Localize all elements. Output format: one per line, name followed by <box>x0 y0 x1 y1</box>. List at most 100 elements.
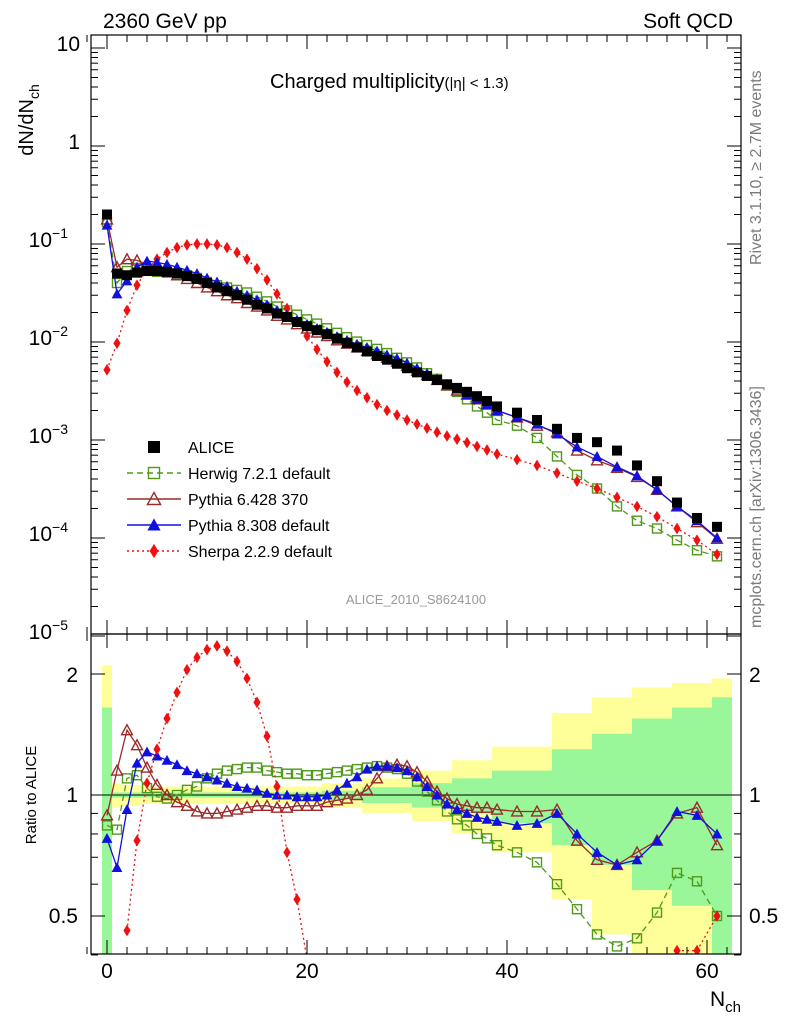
legend-label: Sherpa 2.2.9 default <box>188 544 333 561</box>
point-alice <box>402 363 412 374</box>
legend-label: Herwig 7.2.1 default <box>188 466 331 483</box>
ratio-point-pythia-8-308-default <box>151 750 163 761</box>
ratio-point-pythia-8-308-default <box>511 820 523 830</box>
ratio-point-pythia-8-308-default <box>421 781 433 791</box>
point-sherpa-2-2-9-default <box>383 404 391 417</box>
ratio-point-pythia-6-428-370 <box>590 852 604 865</box>
point-alice <box>482 396 492 407</box>
point-sherpa-2-2-9-default <box>273 287 281 300</box>
point-alice <box>382 354 392 365</box>
ratio-point-pythia-6-428-370 <box>330 793 344 806</box>
y-tick-label-1e-1-base: 10 <box>29 229 52 252</box>
legend-entry-pythia-6-428-370: Pythia 6.428 370 <box>127 490 308 509</box>
legend-marker <box>147 518 161 531</box>
ratio-point-pythia-8-308-default <box>281 789 293 800</box>
point-alice <box>112 268 122 279</box>
ratio-point-pythia-6-428-370 <box>360 782 374 796</box>
ratio-point-pythia-8-308-default <box>441 798 453 809</box>
y-tick-label-10: 10 <box>57 33 80 56</box>
point-sherpa-2-2-9-default <box>253 262 261 275</box>
ratio-point-herwig-7-2-1-default <box>591 929 603 940</box>
ratio-point-sherpa-2-2-9-default <box>233 655 241 668</box>
point-sherpa-2-2-9-default <box>573 475 581 488</box>
point-alice <box>302 321 312 332</box>
ratio-point-herwig-7-2-1-default <box>571 903 583 915</box>
ratio-point-herwig-7-2-1-default <box>311 770 323 781</box>
y-tick-label-1e-3-base: 10 <box>29 425 52 448</box>
x-tick-label-40: 40 <box>495 960 518 983</box>
ratio-point-pythia-8-308-default <box>691 809 703 820</box>
point-sherpa-2-2-9-default <box>493 448 501 460</box>
ratio-y-tick-labels-left: 2 1 0.5 <box>49 664 78 928</box>
point-alice <box>242 294 252 305</box>
ratio-point-pythia-8-308-default <box>251 784 263 795</box>
ratio-point-pythia-8-308-default <box>261 787 273 798</box>
y-tick-label-1e-1-exp: −1 <box>52 225 68 241</box>
point-alice <box>712 521 722 532</box>
point-sherpa-2-2-9-default <box>333 366 341 379</box>
legend-label: Pythia 8.308 default <box>188 518 330 535</box>
point-alice <box>412 367 422 378</box>
legend-marker <box>147 466 161 480</box>
point-alice <box>462 386 472 397</box>
ratio-y-tick-right-0.5: 0.5 <box>749 905 778 928</box>
ratio-point-herwig-7-2-1-default <box>121 773 133 784</box>
point-alice <box>152 266 162 277</box>
ratio-point-pythia-8-308-default <box>531 817 543 828</box>
y-tick-label-1e-4: 10−4 <box>29 519 69 546</box>
ratio-point-herwig-7-2-1-default <box>611 941 623 952</box>
point-alice <box>532 414 542 425</box>
y-tick-label-1e-5-base: 10 <box>29 621 52 644</box>
point-sherpa-2-2-9-default <box>353 384 361 397</box>
ratio-point-pythia-8-308-default <box>651 835 663 846</box>
main-y-axis-label-sub: ch <box>26 84 42 99</box>
point-alice <box>232 290 242 301</box>
y-tick-label-1e-3: 10−3 <box>29 421 69 448</box>
ratio-point-sherpa-2-2-9-default <box>123 924 131 937</box>
ratio-sherpa-2-2-9-default <box>123 639 721 954</box>
ratio-point-herwig-7-2-1-default <box>341 765 353 776</box>
ratio-point-pythia-6-428-370 <box>280 800 294 813</box>
ratio-point-pythia-8-308-default <box>101 832 113 843</box>
y-tick-label-1e-2-base: 10 <box>29 327 52 350</box>
point-sherpa-2-2-9-default <box>533 459 541 472</box>
axis-ticks <box>86 35 741 956</box>
ratio-point-pythia-6-428-370 <box>350 788 364 801</box>
point-alice <box>372 350 382 361</box>
ratio-point-herwig-7-2-1-default <box>551 878 563 890</box>
main-y-tick-labels: 10 1 10−1 10−2 10−3 10−4 10−5 <box>29 33 80 644</box>
ratio-point-herwig-7-2-1-default <box>101 820 113 831</box>
ratio-point-herwig-7-2-1-default <box>281 768 293 779</box>
ratio-point-pythia-6-428-370 <box>710 838 724 851</box>
ratio-point-pythia-6-428-370 <box>130 738 144 751</box>
point-sherpa-2-2-9-default <box>113 337 121 350</box>
point-pythia-8-308-default <box>611 461 623 472</box>
point-herwig-7-2-1-default <box>651 523 663 534</box>
point-alice <box>182 271 192 282</box>
point-sherpa-2-2-9-default <box>553 467 561 479</box>
ratio-point-pythia-8-308-default <box>171 759 183 770</box>
point-sherpa-2-2-9-default <box>373 398 381 411</box>
point-sherpa-2-2-9-default <box>313 343 321 356</box>
point-alice <box>452 382 462 393</box>
y-tick-label-1: 1 <box>68 131 80 154</box>
ratio-point-pythia-8-308-default <box>291 791 303 802</box>
point-alice <box>552 423 562 434</box>
plot-title-suffix: (|η| < 1.3) <box>445 75 509 92</box>
ratio-point-herwig-7-2-1-default <box>651 907 663 918</box>
point-alice <box>162 266 172 277</box>
point-pythia-8-308-default <box>141 255 153 266</box>
ratio-y-tick-left-0.5: 0.5 <box>49 905 78 928</box>
ratio-point-herwig-7-2-1-default <box>181 784 193 796</box>
ratio-point-pythia-8-308-default <box>631 854 643 865</box>
ratio-point-herwig-7-2-1-default <box>221 765 233 776</box>
analysis-watermark: ALICE_2010_S8624100 <box>346 592 486 607</box>
point-herwig-7-2-1-default <box>551 451 563 462</box>
point-sherpa-2-2-9-default <box>163 246 171 259</box>
point-alice <box>422 370 432 381</box>
legend-marker <box>148 441 160 453</box>
ratio-point-pythia-8-308-default <box>411 771 423 782</box>
ratio-point-sherpa-2-2-9-default <box>263 730 271 743</box>
point-sherpa-2-2-9-default <box>183 239 191 251</box>
point-sherpa-2-2-9-default <box>633 500 641 513</box>
